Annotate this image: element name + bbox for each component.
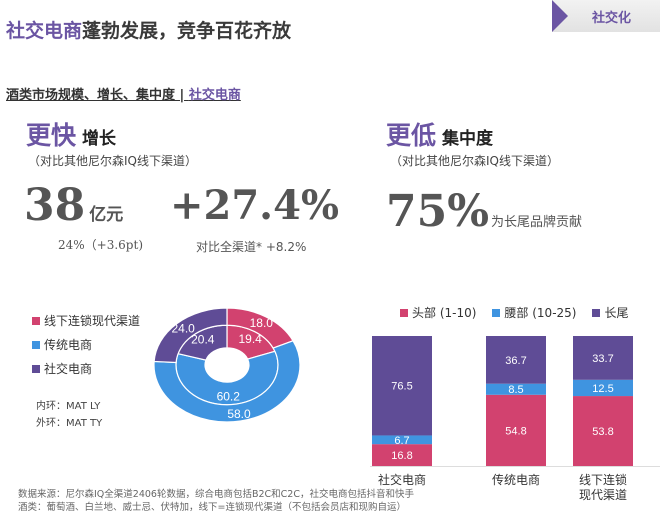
bar-segment xyxy=(372,444,432,466)
footnote-scope: 酒类：葡萄酒、白兰地、威士忌、伏特加，线下=连锁现代渠道（不包括会员店和现购自运… xyxy=(18,502,406,513)
concentration-note: （对比其他尼尔森IQ线下渠道） xyxy=(390,154,559,168)
bar-segment xyxy=(372,435,432,445)
bar-legend: 头部 (1-10) 腰部 (10-25) 长尾 xyxy=(400,304,629,321)
growth-note: （对比其他尼尔森IQ线下渠道） xyxy=(28,154,197,168)
bar-value-label: 12.5 xyxy=(592,383,613,395)
legend-label: 头部 (1-10) xyxy=(412,306,477,320)
legend-swatch xyxy=(32,340,40,349)
page-title: 社交电商蓬勃发展，竞争百花齐放 xyxy=(6,16,291,43)
bar-value-label: 6.7 xyxy=(394,435,409,447)
growth-compare: 对比全渠道* +8.2% xyxy=(196,240,307,254)
subtitle-text: 酒类市场规模、增长、集中度 | xyxy=(6,88,189,103)
bar-segment xyxy=(486,383,546,395)
market-size: 38 亿元 xyxy=(24,180,123,231)
bar-value-label: 54.8 xyxy=(505,425,526,437)
bar-segment xyxy=(486,336,546,384)
longtail-value: 75% xyxy=(386,186,490,237)
category-label: 线下连锁 xyxy=(579,472,627,487)
bar-value-label: 8.5 xyxy=(508,384,523,396)
category-label: 社交电商 xyxy=(378,472,426,487)
slice-label: 58.0 xyxy=(227,407,251,421)
slice-label: 20.4 xyxy=(191,333,215,347)
legend-item: 社交电商 xyxy=(32,360,140,377)
concentration-headline: 更低 集中度 xyxy=(386,116,493,152)
bar-value-label: 53.8 xyxy=(592,426,613,438)
market-size-unit: 亿元 xyxy=(89,205,124,225)
legend-label: 腰部 (10-25) xyxy=(504,306,577,320)
slice-label: 18.0 xyxy=(250,316,274,330)
category-label: 传统电商 xyxy=(492,472,540,487)
legend-label: 线下连锁现代渠道 xyxy=(44,314,141,328)
legend-swatch xyxy=(32,316,40,325)
outer-ring-slice xyxy=(153,307,228,364)
section-subtitle: 酒类市场规模、增长、集中度 | 社交电商 xyxy=(6,84,241,103)
section-tab[interactable]: 社交化 xyxy=(552,0,660,32)
ring-legend: 内环：MAT LY 外环：MAT TY xyxy=(36,398,102,432)
bar-segment xyxy=(486,394,546,466)
bar-value-label: 76.5 xyxy=(391,381,412,393)
legend-item: 线下连锁现代渠道 xyxy=(32,312,140,329)
growth-value: +27.4% xyxy=(170,182,339,229)
legend-swatch xyxy=(32,364,40,373)
donut-chart: 19.4 60.2 20.4 18.0 58.0 24.0 xyxy=(153,307,301,423)
stacked-bar-chart: 16.8 6.7 76.5 社交电商 54.8 8.5 36.7 传统电商 53.8 12.5 33… xyxy=(370,336,660,502)
growth-headline-main: 更快 xyxy=(26,121,77,150)
inner-ring-label: 内环：MAT LY xyxy=(36,401,101,412)
bar-segment xyxy=(372,336,432,436)
slice-label: 19.4 xyxy=(239,332,263,346)
legend-label: 社交电商 xyxy=(44,362,93,376)
bar-segment xyxy=(573,379,633,397)
slice-label: 60.2 xyxy=(217,390,241,404)
section-tab-label: 社交化 xyxy=(592,11,632,26)
bar-value-label: 33.7 xyxy=(592,353,613,365)
bar-segment xyxy=(573,396,633,466)
footnote: 数据来源：尼尔森IQ全渠道2406轮数据，综合电商包括B2C和C2C，社交电商包… xyxy=(18,488,414,514)
legend-item: 传统电商 xyxy=(32,336,140,353)
legend-label: 长尾 xyxy=(604,306,629,320)
footnote-source: 数据来源：尼尔森IQ全渠道2406轮数据，综合电商包括B2C和C2C，社交电商包… xyxy=(18,489,414,500)
concentration-headline-suffix: 集中度 xyxy=(442,129,494,149)
legend-swatch xyxy=(592,308,601,317)
outer-ring-slice xyxy=(153,340,301,423)
growth-headline: 更快 增长 xyxy=(26,116,116,152)
legend-item: 长尾 xyxy=(592,304,629,321)
legend-item: 腰部 (10-25) xyxy=(492,304,576,321)
concentration-headline-main: 更低 xyxy=(386,121,437,150)
title-rest: 蓬勃发展，竞争百花齐放 xyxy=(82,20,292,42)
donut-legend: 线下连锁现代渠道 传统电商 社交电商 xyxy=(32,312,140,377)
legend-swatch xyxy=(492,308,501,317)
longtail-share: 75% 为长尾品牌贡献 xyxy=(386,186,582,237)
bar-segment xyxy=(573,336,633,380)
category-label: 现代渠道 xyxy=(579,488,627,502)
legend-item: 头部 (1-10) xyxy=(400,304,476,321)
legend-swatch xyxy=(400,308,408,317)
market-size-value: 38 xyxy=(24,180,86,231)
title-highlight: 社交电商 xyxy=(6,20,83,42)
bar-value-label: 36.7 xyxy=(505,355,526,367)
bar-value-label: 16.8 xyxy=(391,450,412,462)
legend-label: 传统电商 xyxy=(44,338,93,352)
longtail-suffix: 为长尾品牌贡献 xyxy=(491,215,583,230)
growth-headline-suffix: 增长 xyxy=(82,129,117,149)
slice-label: 24.0 xyxy=(172,322,196,336)
triangle-icon xyxy=(552,0,568,32)
outer-ring-label: 外环：MAT TY xyxy=(36,418,103,429)
market-share: 24%（+3.6pt) xyxy=(58,238,143,252)
subtitle-highlight: 社交电商 xyxy=(188,88,241,103)
